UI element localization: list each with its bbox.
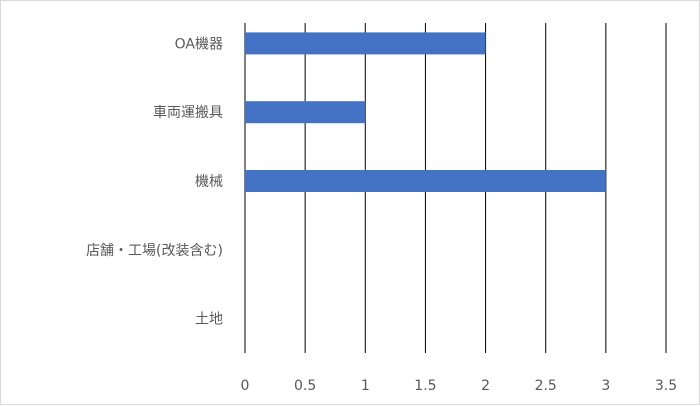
x-tick-label: 0 (241, 378, 250, 394)
category-label: 機械 (195, 174, 223, 190)
category-label: 店舗・工場(改装含む) (86, 243, 223, 259)
x-tick-label: 2.5 (535, 378, 557, 394)
x-tick-label: 3.5 (655, 378, 677, 394)
bar (245, 101, 366, 124)
x-tick-label: 3 (601, 378, 610, 394)
category-label: 車両運搬具 (153, 104, 223, 121)
bar (245, 170, 606, 192)
x-tick-label: 2 (481, 378, 490, 394)
tick-labels: 0 0.5 1 1.5 2 2.5 3 3.5 (241, 378, 678, 394)
bars (245, 32, 606, 192)
category-label: 土地 (195, 312, 223, 328)
x-tick-label: 1 (361, 378, 370, 394)
category-label: OA機器 (175, 36, 223, 52)
x-tick-label: 0.5 (294, 378, 316, 394)
bar (245, 32, 486, 55)
x-tick-label: 1.5 (414, 378, 436, 394)
